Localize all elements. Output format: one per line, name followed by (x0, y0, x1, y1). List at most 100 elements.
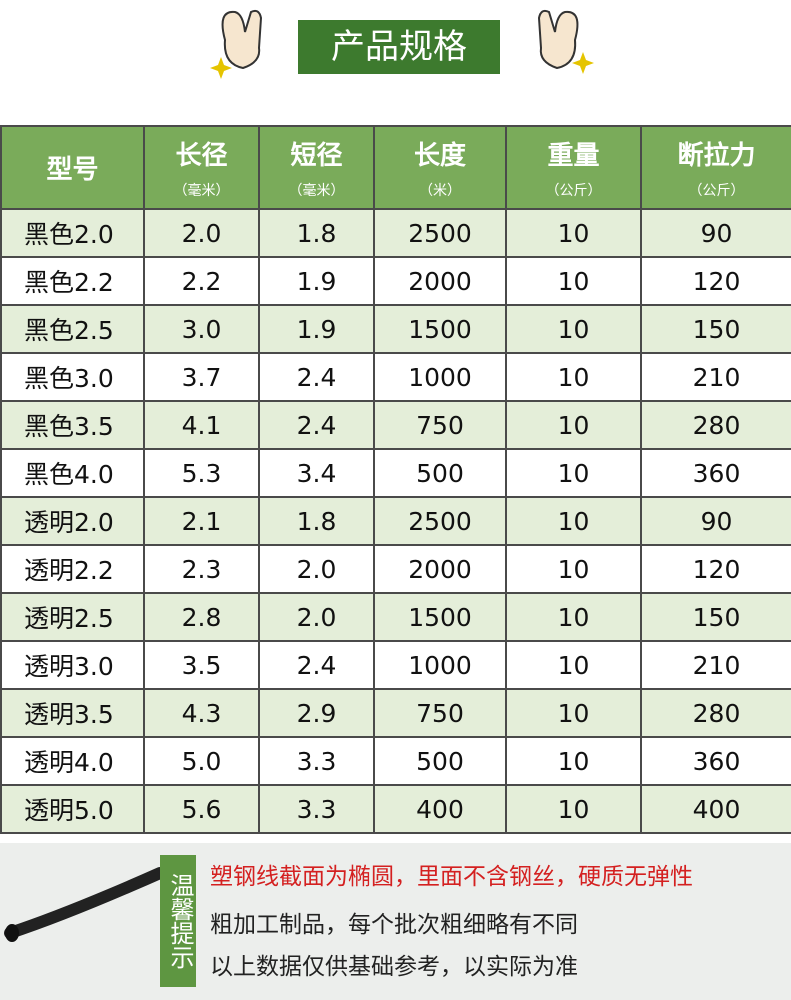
value-cell: 2.3 (143, 544, 260, 594)
value-cell: 210 (640, 640, 791, 690)
value-cell: 400 (640, 784, 791, 834)
notice-line: 以上数据仅供基础参考，以实际为准 (210, 954, 578, 980)
model-cell: 黑色2.5 (0, 304, 145, 354)
value-cell: 2000 (373, 544, 507, 594)
value-cell: 2.0 (258, 592, 375, 642)
header-label: 型号 (46, 155, 99, 185)
table-row: 黑色3.5 4.1 2.4 750 10 280 (0, 400, 791, 450)
sparkle (210, 52, 594, 79)
table-row: 透明2.2 2.3 2.0 2000 10 120 (0, 544, 791, 594)
value-cell: 2.4 (258, 400, 375, 450)
header-cell: 型号 (0, 125, 145, 210)
value-cell: 360 (640, 448, 791, 498)
model-cell: 黑色4.0 (0, 448, 145, 498)
header-cell: 断拉力 （公斤） (640, 125, 791, 210)
table-row: 黑色2.5 3.0 1.9 1500 10 150 (0, 304, 791, 354)
value-cell: 360 (640, 736, 791, 786)
value-cell: 10 (505, 256, 642, 306)
value-cell: 2.1 (143, 496, 260, 546)
value-cell: 2.8 (143, 592, 260, 642)
value-cell: 120 (640, 544, 791, 594)
notice-line: 粗加工制品，每个批次粗细略有不同 (210, 912, 578, 938)
header-label: 长径 (175, 141, 228, 171)
value-cell: 3.7 (143, 352, 260, 402)
table-row: 透明3.5 4.3 2.9 750 10 280 (0, 688, 791, 738)
value-cell: 1000 (373, 352, 507, 402)
header-label: 重量 (547, 141, 600, 171)
header-unit: （公斤） (688, 183, 745, 199)
model-cell: 透明2.5 (0, 592, 145, 642)
table-row: 黑色2.2 2.2 1.9 2000 10 120 (0, 256, 791, 306)
value-cell: 90 (640, 208, 791, 258)
title: 产品规格 (298, 20, 500, 74)
header-cell: 长径 （毫米） (143, 125, 260, 210)
value-cell: 5.0 (143, 736, 260, 786)
table-row: 透明2.0 2.1 1.8 2500 10 90 (0, 496, 791, 546)
header-unit: （公斤） (545, 183, 602, 199)
table-body: 黑色2.0 2.0 1.8 2500 10 90 黑色2.2 2.2 1.9 2000 10 120 黑… (0, 208, 791, 834)
value-cell: 2.4 (258, 352, 375, 402)
value-cell: 5.3 (143, 448, 260, 498)
model-cell: 透明2.0 (0, 496, 145, 546)
value-cell: 120 (640, 256, 791, 306)
value-cell: 4.3 (143, 688, 260, 738)
value-cell: 2.4 (258, 640, 375, 690)
value-cell: 10 (505, 400, 642, 450)
value-cell: 1.8 (258, 208, 375, 258)
value-cell: 3.0 (143, 304, 260, 354)
value-cell: 5.6 (143, 784, 260, 834)
table-row: 黑色3.0 3.7 2.4 1000 10 210 (0, 352, 791, 402)
value-cell: 2500 (373, 208, 507, 258)
header-unit: （米） (419, 183, 461, 199)
value-cell: 3.3 (258, 736, 375, 786)
value-cell: 2000 (373, 256, 507, 306)
header-row: 型号 长径 （毫米） 短径 （毫米） 长度 （米） 重量 （公斤） 断拉力 （公斤） (0, 125, 791, 210)
value-cell: 150 (640, 304, 791, 354)
model-cell: 透明3.0 (0, 640, 145, 690)
header-cell: 短径 （毫米） (258, 125, 375, 210)
value-cell: 1000 (373, 640, 507, 690)
value-cell: 10 (505, 304, 642, 354)
value-cell: 10 (505, 208, 642, 258)
value-cell: 1500 (373, 592, 507, 642)
hand-icon (221, 9, 579, 70)
model-cell: 黑色3.5 (0, 400, 145, 450)
value-cell: 2.9 (258, 688, 375, 738)
model-cell: 透明4.0 (0, 736, 145, 786)
table-row: 透明5.0 5.6 3.3 400 10 400 (0, 784, 791, 834)
header-label: 长度 (413, 141, 466, 171)
notice: 温馨提示 塑钢线截面为椭圆，里面不含钢丝，硬质无弹性 粗加工制品，每个批次粗细略… (0, 843, 791, 1000)
model-cell: 透明5.0 (0, 784, 145, 834)
model-cell: 黑色3.0 (0, 352, 145, 402)
spec-table: 型号 长径 （毫米） 短径 （毫米） 长度 （米） 重量 （公斤） 断拉力 （公斤） 黑色2.0 2.… (0, 125, 791, 834)
value-cell: 10 (505, 352, 642, 402)
value-cell: 10 (505, 736, 642, 786)
value-cell: 1.9 (258, 256, 375, 306)
model-cell: 透明2.2 (0, 544, 145, 594)
value-cell: 400 (373, 784, 507, 834)
table-row: 透明3.0 3.5 2.4 1000 10 210 (0, 640, 791, 690)
table-row: 黑色2.0 2.0 1.8 2500 10 90 (0, 208, 791, 258)
value-cell: 10 (505, 784, 642, 834)
header-unit: （毫米） (288, 183, 345, 199)
value-cell: 280 (640, 400, 791, 450)
value-cell: 10 (505, 688, 642, 738)
header-cell: 长度 （米） (373, 125, 507, 210)
header-label: 断拉力 (677, 141, 756, 171)
value-cell: 1.9 (258, 304, 375, 354)
value-cell: 10 (505, 544, 642, 594)
header-cell: 重量 （公斤） (505, 125, 642, 210)
model-cell: 黑色2.0 (0, 208, 145, 258)
value-cell: 2.2 (143, 256, 260, 306)
value-cell: 280 (640, 688, 791, 738)
value-cell: 210 (640, 352, 791, 402)
value-cell: 1.8 (258, 496, 375, 546)
value-cell: 90 (640, 496, 791, 546)
decoration (210, 9, 594, 79)
model-cell: 黑色2.2 (0, 256, 145, 306)
value-cell: 10 (505, 640, 642, 690)
value-cell: 3.3 (258, 784, 375, 834)
value-cell: 500 (373, 448, 507, 498)
value-cell: 2.0 (258, 544, 375, 594)
